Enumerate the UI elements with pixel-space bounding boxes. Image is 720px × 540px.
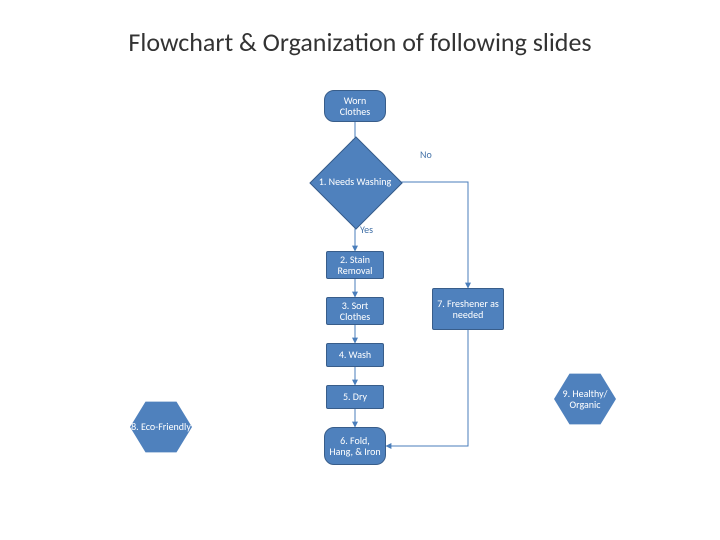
page-title: Flowchart & Organization of following sl…	[0, 26, 720, 58]
node-fold-hang-iron: 6. Fold, Hang, & Iron	[324, 427, 386, 465]
node-label: 9. Healthy/ Organic	[554, 388, 616, 411]
node-label: 5. Dry	[343, 391, 367, 403]
edge-label-yes: Yes	[360, 223, 373, 236]
node-healthy-organic: 9. Healthy/ Organic	[554, 372, 616, 426]
node-label: 2. Stain Removal	[331, 254, 379, 277]
node-label: 8. Eco-Friendly	[131, 421, 191, 433]
node-worn-clothes: Worn Clothes	[324, 90, 386, 122]
node-eco-friendly: 8. Eco-Friendly	[130, 400, 192, 454]
node-freshener: 7. Freshener as needed	[432, 288, 504, 330]
edge-label-no: No	[420, 148, 432, 161]
node-label: Worn Clothes	[329, 95, 381, 118]
node-dry: 5. Dry	[326, 385, 384, 409]
node-wash: 4. Wash	[326, 343, 384, 367]
node-label: 1. Needs Washing	[315, 142, 395, 222]
node-label: 3. Sort Clothes	[331, 300, 379, 323]
node-stain-removal: 2. Stain Removal	[326, 251, 384, 279]
node-needs-washing: 1. Needs Washing	[315, 142, 395, 222]
node-label: 4. Wash	[339, 349, 371, 361]
node-label: 7. Freshener as needed	[437, 298, 499, 321]
node-label: 6. Fold, Hang, & Iron	[329, 435, 381, 458]
node-sort-clothes: 3. Sort Clothes	[326, 297, 384, 325]
